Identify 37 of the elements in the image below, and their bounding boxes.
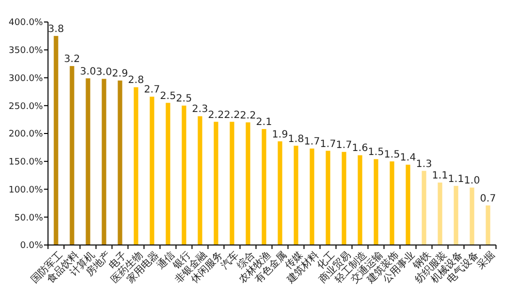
y-tick-label: 250.0% [8,102,44,112]
data-label: 2.5 [160,90,176,102]
y-tick-label: 150.0% [8,158,44,168]
data-label: 2.9 [112,68,128,80]
data-label: 1.0 [464,176,480,187]
y-tick-label: 0.0% [20,241,44,252]
data-label: 3.2 [64,54,80,66]
y-tick-label: 50.0% [14,213,44,224]
data-label: 1.7 [320,138,336,150]
data-label: 1.1 [432,170,448,182]
data-label: 1.6 [352,143,368,154]
data-label: 2.8 [128,75,144,86]
data-label: 0.7 [480,193,496,204]
data-label: 3.0 [96,66,112,78]
data-label: 2.2 [224,110,240,121]
data-label: 1.7 [304,136,320,148]
data-label: 2.3 [192,104,208,116]
data-label: 2.7 [144,84,160,96]
data-label: 1.5 [368,147,384,158]
data-label: 3.8 [48,24,64,35]
data-label: 1.5 [384,149,400,160]
y-tick-label: 350.0% [8,46,44,56]
data-label: 2.5 [176,94,192,105]
data-label: 1.7 [336,140,352,151]
y-tick-label: 200.0% [8,130,44,140]
data-label: 1.8 [288,134,304,145]
data-label: 2.2 [208,110,224,121]
data-label: 2.2 [240,110,256,122]
y-tick-label: 400.0% [8,18,44,28]
y-tick-label: 100.0% [8,185,44,196]
data-label: 1.1 [448,174,464,185]
data-label: 1.3 [416,158,432,170]
y-tick-label: 300.0% [8,74,44,84]
data-label: 1.9 [272,129,288,140]
data-label: 2.1 [256,117,272,128]
data-label: 3.0 [80,66,96,78]
data-label: 1.4 [400,152,416,164]
